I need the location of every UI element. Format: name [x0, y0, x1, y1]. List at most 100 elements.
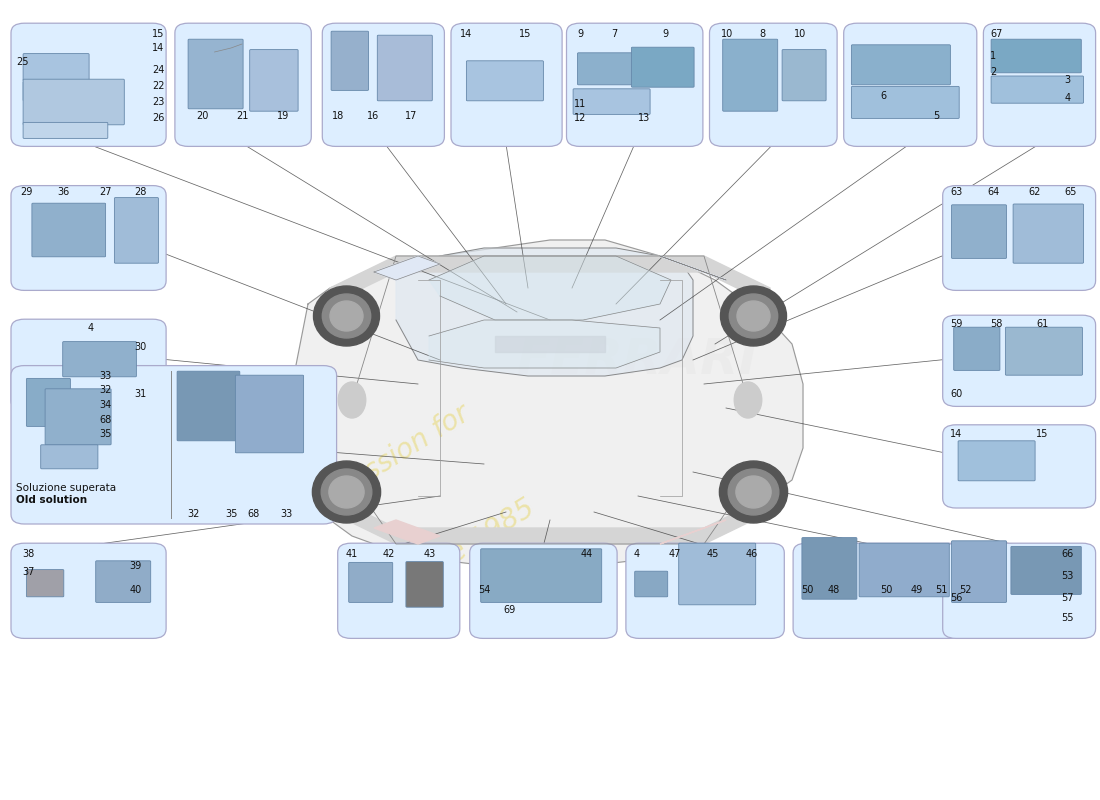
Polygon shape — [396, 248, 693, 376]
Ellipse shape — [314, 286, 380, 346]
Text: 13: 13 — [638, 113, 650, 122]
Polygon shape — [286, 240, 803, 568]
Text: 26: 26 — [152, 113, 164, 122]
Text: 20: 20 — [196, 111, 208, 121]
Ellipse shape — [322, 294, 371, 338]
Text: 9: 9 — [662, 29, 669, 38]
Polygon shape — [660, 520, 726, 544]
Text: 18: 18 — [332, 111, 344, 121]
Text: 55: 55 — [1062, 613, 1074, 622]
Text: 22: 22 — [152, 81, 164, 90]
Text: 10: 10 — [720, 29, 733, 38]
Text: 40: 40 — [130, 586, 142, 595]
Text: 15: 15 — [519, 29, 531, 38]
Text: 36: 36 — [57, 187, 69, 197]
FancyBboxPatch shape — [851, 86, 959, 118]
Text: 1: 1 — [990, 51, 997, 61]
FancyBboxPatch shape — [793, 543, 962, 638]
FancyBboxPatch shape — [26, 570, 64, 597]
FancyBboxPatch shape — [11, 366, 337, 524]
FancyBboxPatch shape — [23, 54, 89, 81]
Text: since 1985: since 1985 — [396, 494, 539, 598]
FancyBboxPatch shape — [566, 23, 703, 146]
FancyBboxPatch shape — [851, 45, 950, 85]
FancyBboxPatch shape — [802, 538, 857, 599]
Text: 32: 32 — [187, 509, 199, 518]
Text: 9: 9 — [578, 29, 584, 38]
Text: 39: 39 — [130, 562, 142, 571]
Text: 47: 47 — [669, 549, 681, 558]
Text: 23: 23 — [152, 97, 164, 106]
Ellipse shape — [729, 294, 778, 338]
Text: 53: 53 — [1062, 571, 1074, 581]
Text: 34: 34 — [99, 400, 111, 410]
Text: 44: 44 — [581, 549, 593, 558]
Text: 16: 16 — [367, 111, 380, 121]
Text: 62: 62 — [1028, 187, 1041, 197]
Text: 14: 14 — [950, 429, 962, 438]
FancyBboxPatch shape — [782, 50, 826, 101]
FancyBboxPatch shape — [63, 342, 136, 377]
FancyBboxPatch shape — [349, 562, 393, 602]
FancyBboxPatch shape — [188, 39, 243, 109]
FancyBboxPatch shape — [406, 562, 443, 607]
Polygon shape — [330, 496, 770, 544]
Text: 41: 41 — [345, 549, 358, 558]
Text: 15: 15 — [1036, 429, 1048, 438]
Text: 60: 60 — [950, 389, 962, 398]
Text: 49: 49 — [911, 586, 923, 595]
FancyBboxPatch shape — [32, 203, 106, 257]
FancyBboxPatch shape — [943, 315, 1096, 406]
Text: 33: 33 — [99, 371, 111, 381]
Polygon shape — [660, 256, 726, 280]
FancyBboxPatch shape — [679, 543, 756, 605]
Text: 33: 33 — [280, 509, 293, 518]
Text: 54: 54 — [478, 586, 491, 595]
FancyBboxPatch shape — [41, 445, 98, 469]
Ellipse shape — [321, 469, 372, 515]
FancyBboxPatch shape — [943, 543, 1096, 638]
FancyBboxPatch shape — [723, 39, 778, 111]
FancyBboxPatch shape — [859, 543, 949, 597]
Text: 10: 10 — [794, 29, 806, 38]
FancyBboxPatch shape — [23, 79, 124, 125]
Text: a passion for: a passion for — [308, 399, 474, 518]
Text: 58: 58 — [990, 319, 1002, 329]
FancyBboxPatch shape — [943, 425, 1096, 508]
Text: 28: 28 — [134, 187, 146, 197]
FancyBboxPatch shape — [23, 82, 86, 101]
FancyBboxPatch shape — [466, 61, 543, 101]
FancyBboxPatch shape — [952, 205, 1006, 258]
Text: Soluzione superata: Soluzione superata — [16, 483, 117, 493]
Text: 67: 67 — [990, 29, 1002, 38]
Text: 5: 5 — [933, 111, 939, 121]
Text: 61: 61 — [1036, 319, 1048, 329]
FancyBboxPatch shape — [1013, 204, 1084, 263]
Text: 11: 11 — [574, 99, 586, 109]
Text: 30: 30 — [134, 342, 146, 352]
Text: 32: 32 — [99, 386, 111, 395]
FancyBboxPatch shape — [451, 23, 562, 146]
FancyBboxPatch shape — [175, 23, 311, 146]
Ellipse shape — [737, 301, 770, 331]
FancyBboxPatch shape — [470, 543, 617, 638]
Text: 15: 15 — [152, 29, 164, 38]
Ellipse shape — [329, 476, 364, 508]
FancyBboxPatch shape — [481, 549, 602, 602]
Text: 7: 7 — [612, 29, 618, 38]
Text: 64: 64 — [988, 187, 1000, 197]
Text: 52: 52 — [959, 586, 971, 595]
Text: 68: 68 — [248, 509, 260, 518]
Polygon shape — [374, 520, 440, 544]
FancyBboxPatch shape — [331, 31, 368, 90]
Ellipse shape — [736, 476, 771, 508]
Text: 43: 43 — [424, 549, 436, 558]
FancyBboxPatch shape — [952, 541, 1006, 602]
Text: 19: 19 — [277, 111, 289, 121]
Text: 24: 24 — [152, 66, 164, 75]
FancyBboxPatch shape — [573, 89, 650, 114]
Text: 12: 12 — [574, 113, 586, 122]
Text: 63: 63 — [950, 187, 962, 197]
Text: 14: 14 — [152, 43, 164, 53]
Text: 50: 50 — [880, 586, 892, 595]
